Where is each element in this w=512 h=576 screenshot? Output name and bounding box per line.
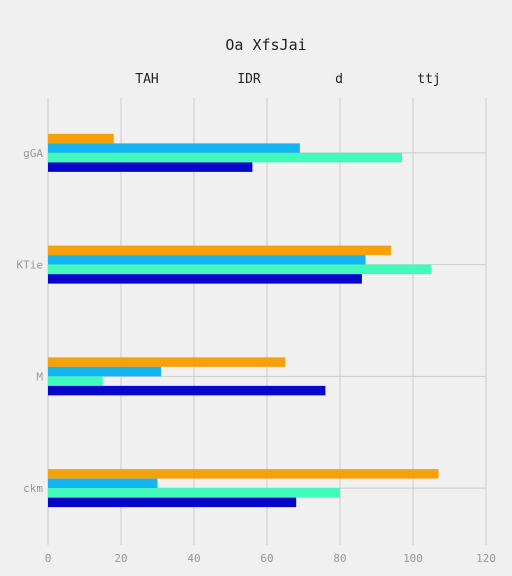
bar-IDR-M (48, 366, 162, 377)
bar-TAH-KTie (48, 245, 392, 256)
bar-IDR-KTie (48, 255, 366, 265)
bar-d-M (48, 376, 103, 386)
x-tick-label: 100 (403, 552, 423, 565)
bar-ttj-KTie (48, 274, 362, 284)
bar-d-gGA (48, 152, 403, 163)
legend-item-ttj: ttj (417, 72, 440, 87)
y-tick-label: KTie (17, 259, 44, 272)
y-tick-label: ckm (23, 482, 43, 495)
bars (48, 133, 439, 508)
x-axis-labels: 0 20 40 60 80 100 120 (45, 552, 496, 565)
y-tick-label: gGA (23, 147, 43, 160)
x-tick-label: 40 (187, 552, 200, 565)
bar-IDR-gGA (48, 143, 300, 153)
bar-TAH-gGA (48, 133, 114, 144)
legend-item-TAH: TAH (135, 72, 158, 87)
y-tick-label: M (36, 370, 43, 383)
bar-TAH-ckm (48, 469, 439, 479)
x-tick-label: 60 (260, 552, 273, 565)
bar-ttj-gGA (48, 162, 253, 172)
bar-ttj-ckm (48, 497, 297, 508)
legend-item-IDR: IDR (237, 72, 261, 87)
chart-title: Oa XfsJai (225, 36, 306, 54)
x-tick-label: 0 (45, 552, 52, 565)
x-tick-label: 120 (476, 552, 496, 565)
bar-IDR-ckm (48, 478, 158, 489)
bar-d-KTie (48, 264, 432, 275)
bar-TAH-M (48, 357, 286, 367)
x-tick-label: 20 (114, 552, 127, 565)
x-tick-label: 80 (333, 552, 346, 565)
bar-d-ckm (48, 488, 340, 498)
legend: TAH IDR d ttj (135, 72, 440, 87)
bar-ttj-M (48, 385, 326, 396)
legend-item-d: d (335, 72, 343, 87)
